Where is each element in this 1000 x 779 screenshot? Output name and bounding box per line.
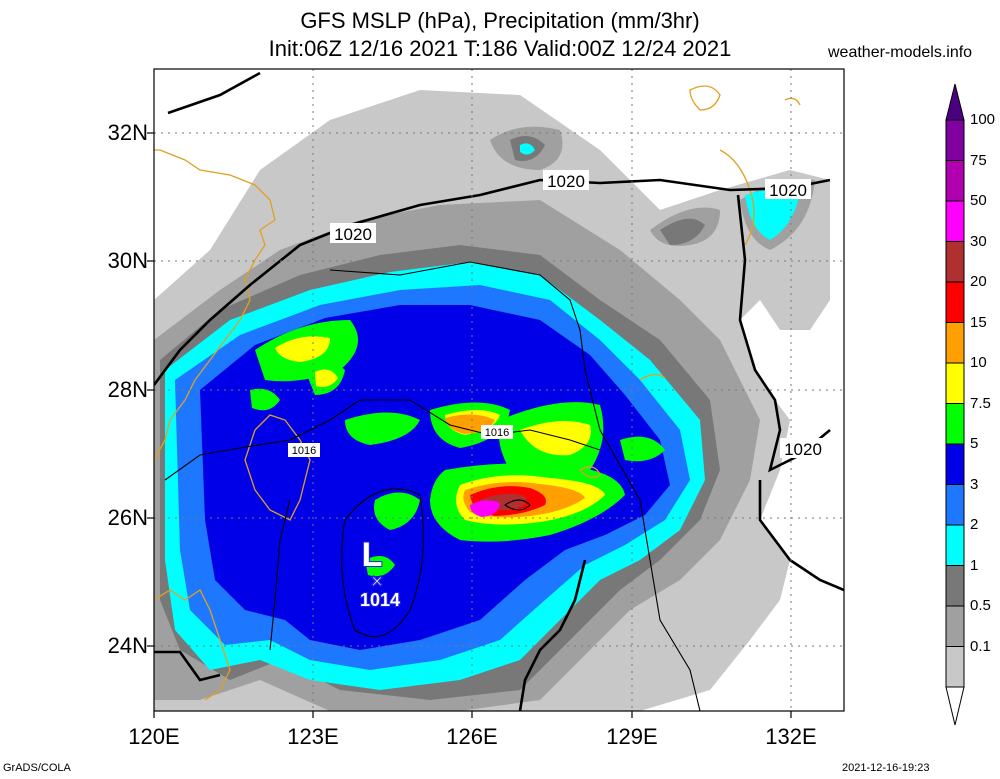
chart-subtitle: Init:06Z 12/16 2021 T:186 Valid:00Z 12/2… <box>268 36 732 61</box>
isobars <box>154 71 844 711</box>
colorbar-cap-top <box>945 83 965 121</box>
low-pressure-center: L × 1014 <box>359 535 401 611</box>
colorbar-label: 10 <box>970 354 987 371</box>
colorbar-label: 0.5 <box>970 597 991 614</box>
colorbar-label: 20 <box>970 273 987 290</box>
colorbar-segment <box>945 200 965 242</box>
colorbar-segment <box>945 241 965 283</box>
colorbar-label: 2 <box>970 516 979 533</box>
colorbar-label: 5 <box>970 435 979 452</box>
footer-software: GrADS/COLA <box>3 762 71 774</box>
isobar-label-1016a: 1016 <box>292 445 316 457</box>
colorbar-label: 15 <box>970 313 987 331</box>
isobar-label-1020d: 1020 <box>784 440 822 459</box>
lon-label-129e: 129E <box>606 724 658 749</box>
lat-label-26n: 26N <box>107 505 148 530</box>
colorbar-segment <box>945 524 965 566</box>
colorbar-segment <box>945 119 965 161</box>
isobar-label-1020a: 1020 <box>547 172 585 191</box>
colorbar-segment <box>945 403 965 445</box>
low-pressure-value: 1014 <box>360 590 400 610</box>
low-marker-icon: × <box>371 571 383 593</box>
colorbar-label: 7.5 <box>970 394 991 412</box>
colorbar-label: 30 <box>970 232 987 250</box>
colorbar-segment <box>945 322 965 364</box>
colorbar-label: 50 <box>970 192 987 209</box>
lon-label-123e: 123E <box>287 724 339 749</box>
lat-label-32n: 32N <box>107 120 148 145</box>
colorbar-segment <box>945 605 965 647</box>
colorbar-segment <box>945 565 965 607</box>
low-symbol: L <box>362 536 383 574</box>
footer-timestamp: 2021-12-16-19:23 <box>842 762 930 774</box>
chart-title: GFS MSLP (hPa), Precipitation (mm/3hr) <box>300 8 700 33</box>
graticule <box>154 69 844 711</box>
lon-label-132e: 132E <box>765 724 817 749</box>
site-credit: weather-models.info <box>828 44 973 61</box>
lon-label-120e: 120E <box>128 724 180 749</box>
colorbar-segment <box>945 281 965 323</box>
isobar-label-1020c: 1020 <box>769 181 807 200</box>
colorbar-label: 0.1 <box>970 637 991 655</box>
lat-label-28n: 28N <box>107 377 148 402</box>
colorbar-segment <box>945 443 965 485</box>
colorbar-segment <box>945 484 965 526</box>
lat-label-24n: 24N <box>107 633 148 658</box>
precip-colorbar <box>945 83 965 726</box>
precip-field <box>154 90 830 711</box>
colorbar-cap-bottom <box>945 686 965 726</box>
colorbar-segment <box>945 362 965 404</box>
colorbar-segment <box>945 160 965 202</box>
lat-label-30n: 30N <box>107 248 148 273</box>
colorbar-label: 3 <box>970 475 979 493</box>
colorbar-label: 100 <box>970 111 996 128</box>
isobar-label-1020b: 1020 <box>334 225 372 244</box>
lon-label-126e: 126E <box>446 724 498 749</box>
isobar-labels: 1020 1020 1020 1016 1016 1020 <box>288 170 826 459</box>
isobar-label-1016b: 1016 <box>485 427 509 439</box>
colorbar-segment <box>945 646 965 688</box>
colorbar-label: 75 <box>970 151 987 169</box>
colorbar-label: 1 <box>970 556 979 574</box>
